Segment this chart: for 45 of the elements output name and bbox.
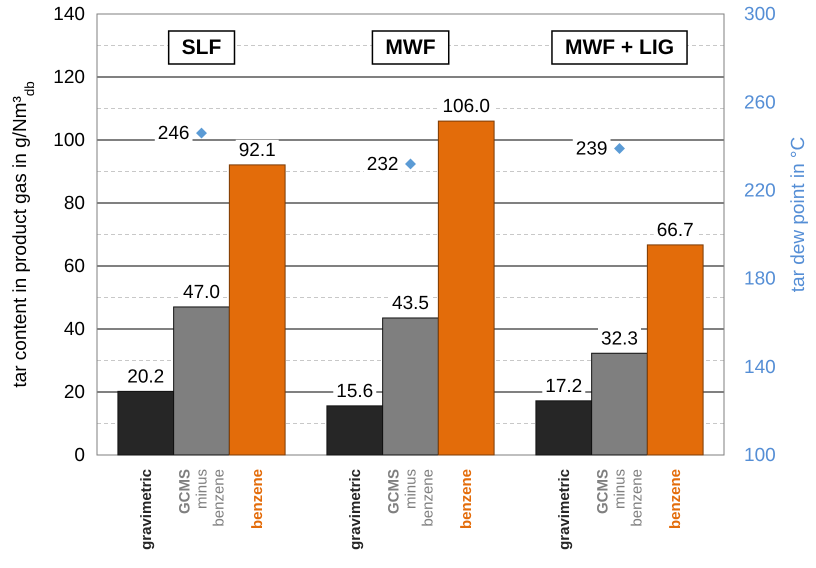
data-label: 106.0: [442, 96, 490, 118]
text: benzene: [249, 469, 266, 530]
point: [196, 128, 207, 139]
text: GCMS minus benzene: [176, 469, 228, 527]
y2-axis-title: tar dew point in °C: [788, 136, 809, 292]
data-label: 32.3: [601, 328, 638, 350]
text: gravimetric: [556, 469, 573, 550]
data-label: 43.5: [392, 292, 429, 314]
bar: [228, 164, 286, 456]
text: GCMS minus benzene: [386, 469, 436, 527]
point: [614, 143, 625, 154]
point: [405, 158, 416, 170]
bar: [438, 120, 495, 456]
y2-tick-label: 260: [744, 92, 776, 114]
y-tick-label: 120: [53, 67, 85, 88]
x-tick-label: SLF: [182, 36, 222, 59]
y-tick-label: 0: [74, 445, 85, 466]
data-label: 17.2: [545, 376, 582, 397]
text: GCMS minus benzene: [594, 469, 646, 527]
text: gravimetric: [346, 469, 364, 550]
y2-tick-label: 140: [744, 356, 776, 378]
data-label: 15.6: [336, 380, 374, 402]
data-label: 239: [576, 138, 608, 160]
y2-tick-label: 100: [744, 445, 776, 466]
data-label: 66.7: [656, 220, 694, 241]
x-tick-label: MWF + LIG: [564, 36, 674, 59]
y-tick-label: 140: [53, 4, 85, 26]
text: gravimetric: [138, 469, 155, 550]
bar: [646, 244, 704, 456]
text: benzene: [458, 469, 476, 530]
y-tick-label: 60: [64, 256, 85, 278]
y2-tick-label: 220: [744, 180, 776, 202]
y2-tick-label: 180: [744, 268, 776, 290]
x-tick-label: MWF: [385, 36, 436, 59]
data-label: 47.0: [183, 282, 220, 303]
y2-tick-label: 300: [744, 4, 776, 26]
text: benzene: [667, 469, 684, 530]
data-label: 92.1: [238, 140, 276, 161]
data-label: 246: [158, 123, 190, 144]
data-label: 232: [366, 154, 398, 175]
data-label: 20.2: [127, 366, 164, 388]
y-tick-label: 100: [53, 130, 85, 152]
y-tick-label: 40: [64, 319, 85, 340]
y-tick-label: 20: [64, 382, 85, 404]
y-tick-label: 80: [64, 193, 85, 214]
